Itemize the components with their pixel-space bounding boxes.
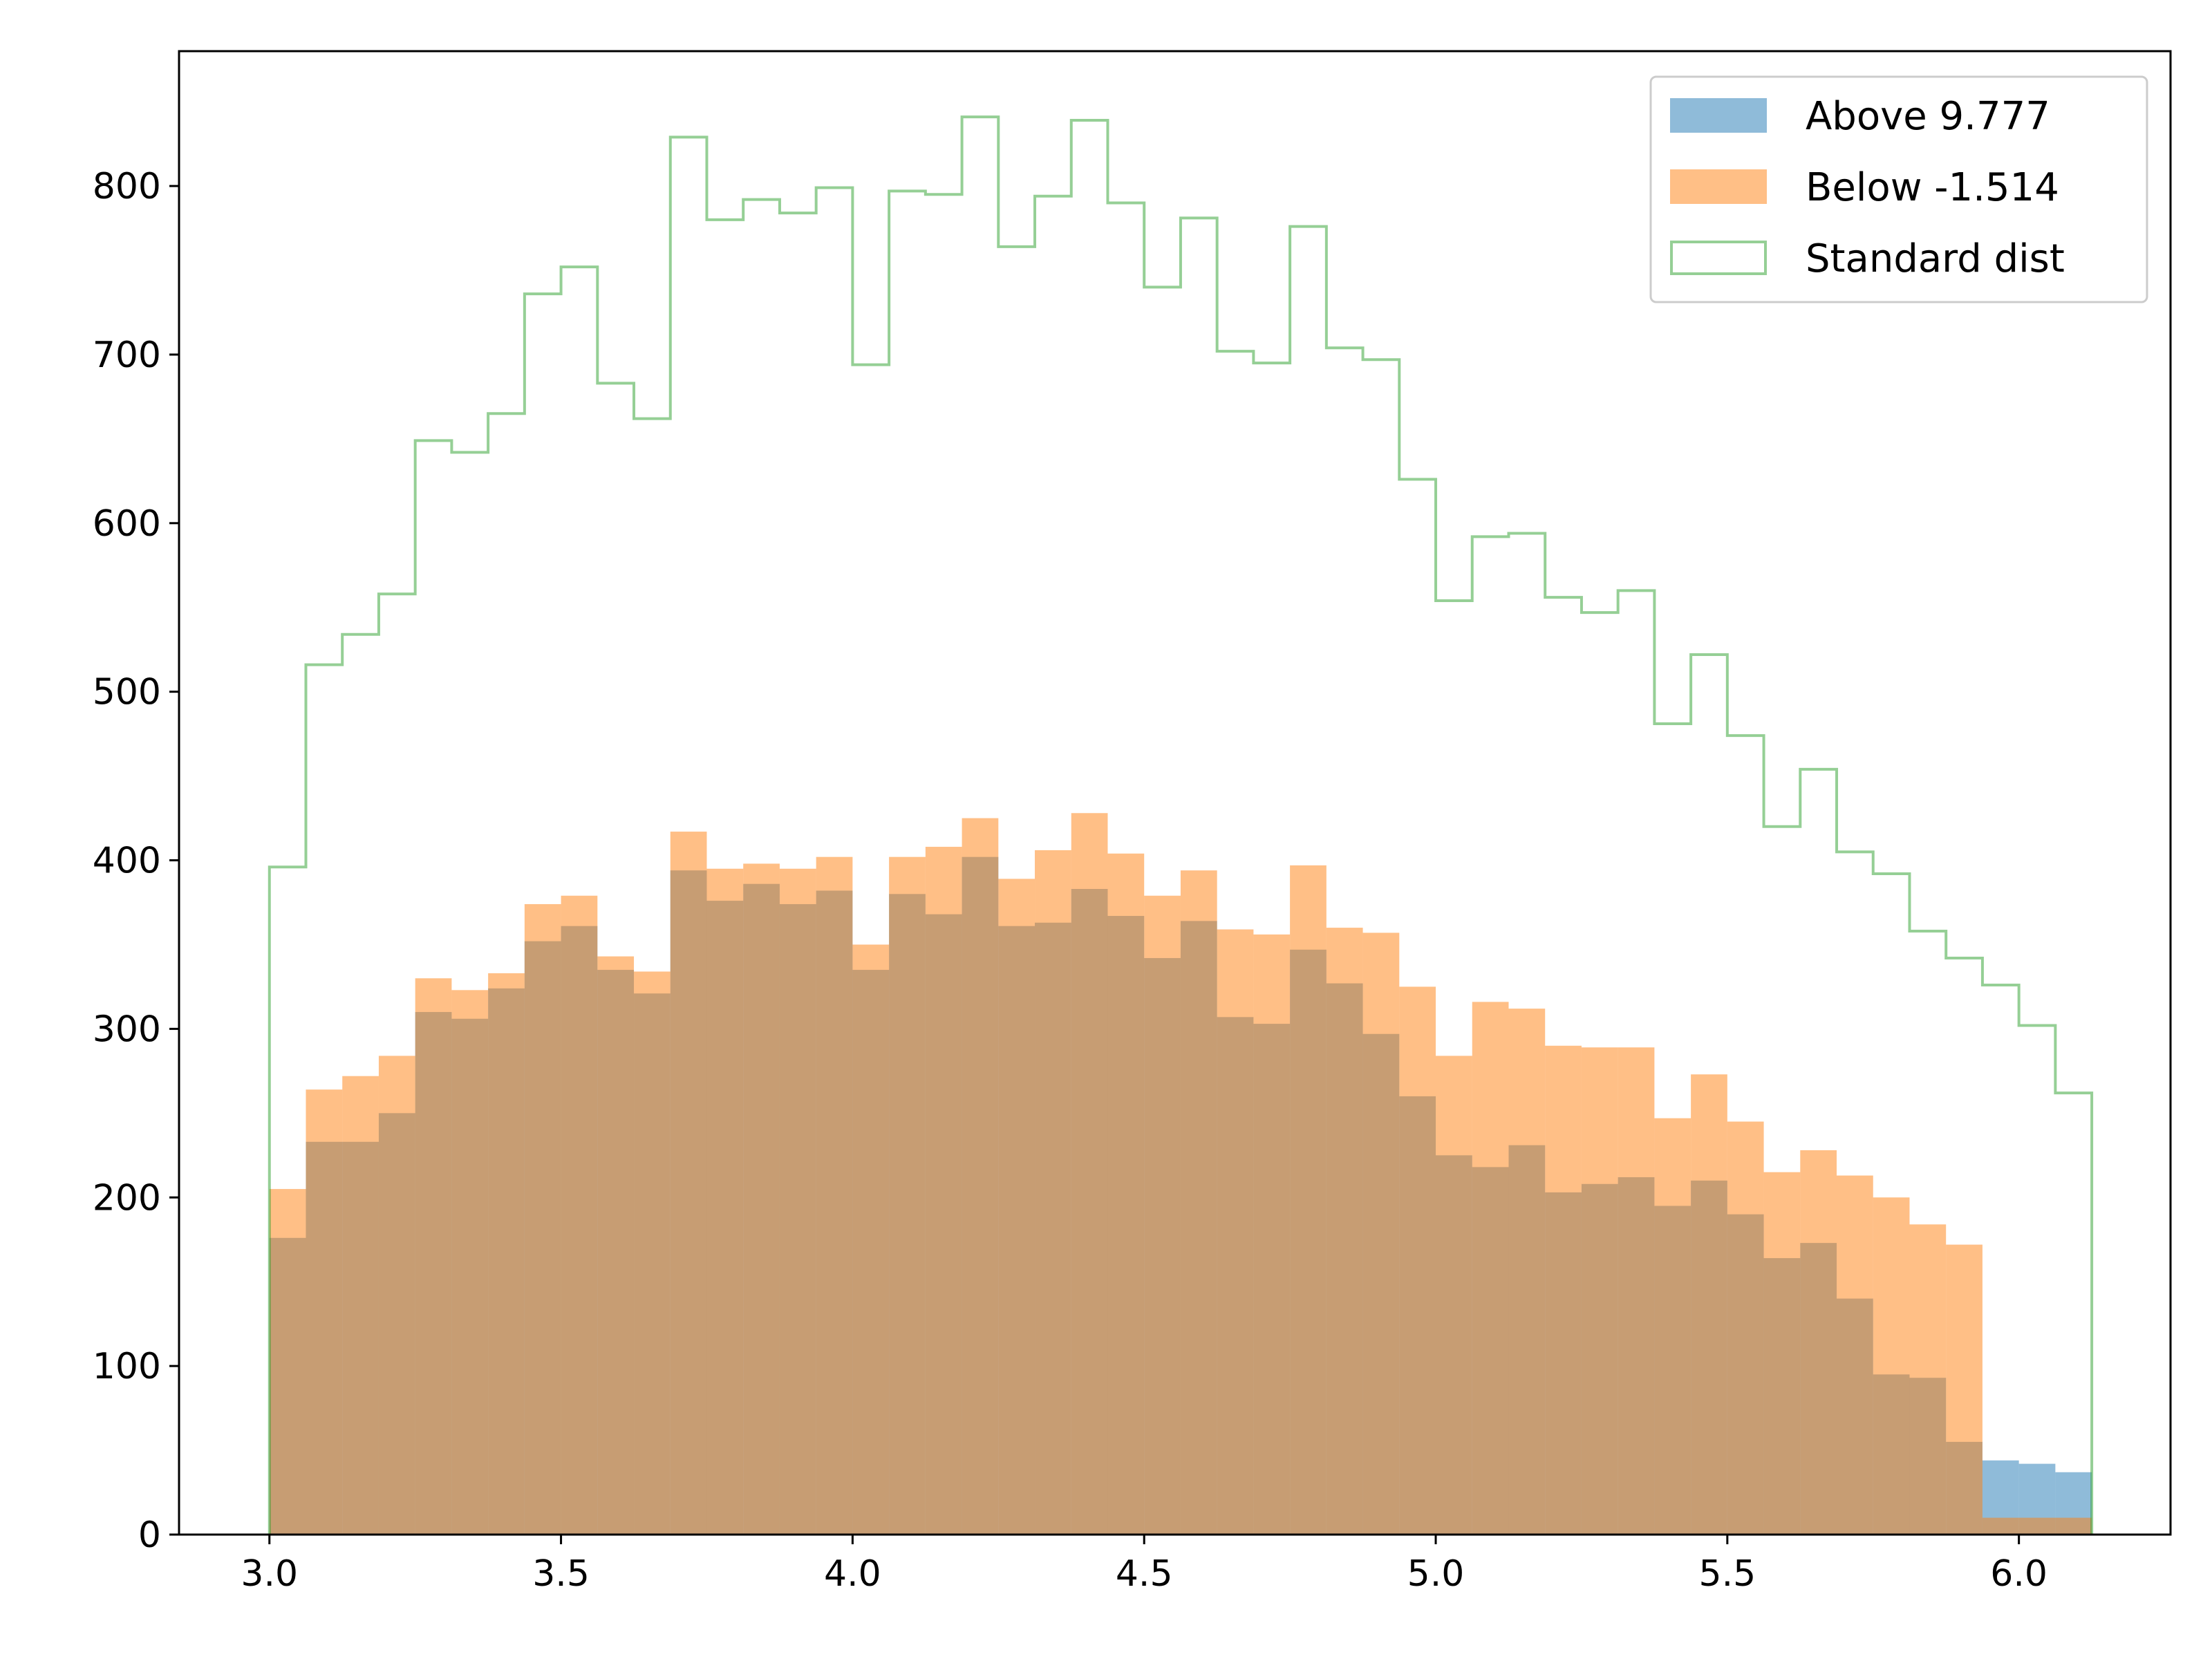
- bar-below-1-514-8: [561, 895, 598, 1535]
- legend-item-above-9-777: Above 9.777: [1670, 94, 2050, 139]
- legend-label: Above 9.777: [1806, 94, 2050, 139]
- y-tick-label: 0: [138, 1515, 161, 1556]
- bar-below-1-514-45: [1909, 1224, 1947, 1535]
- x-axis: 3.0 3.5 4.0 4.5 5.0 5.5 6.0: [241, 1535, 2047, 1595]
- bar-below-1-514-42: [1800, 1150, 1837, 1535]
- bar-below-1-514-6: [488, 973, 525, 1535]
- bar-below-1-514-19: [962, 818, 999, 1535]
- legend-swatch: [1670, 169, 1767, 204]
- bar-below-1-514-29: [1326, 928, 1363, 1535]
- bar-below-1-514-36: [1581, 1047, 1618, 1535]
- plot-frame: [178, 50, 2172, 1536]
- bar-below-1-514-12: [706, 868, 744, 1535]
- bar-below-1-514-22: [1071, 813, 1108, 1535]
- legend-swatch: [1670, 98, 1767, 133]
- legend-swatch: [1670, 241, 1767, 275]
- y-tick-label: 600: [93, 503, 161, 545]
- legend: Above 9.777 Below -1.514 Standard dist: [1649, 75, 2148, 303]
- bar-below-1-514-2: [342, 1076, 379, 1535]
- y-tick-label: 800: [93, 166, 161, 207]
- bar-below-1-514-31: [1399, 986, 1436, 1535]
- bar-below-1-514-41: [1763, 1172, 1801, 1535]
- x-tick-label: 4.0: [824, 1553, 881, 1595]
- bar-below-1-514-39: [1691, 1074, 1727, 1535]
- x-tick-label: 5.0: [1407, 1553, 1465, 1595]
- y-tick-label: 300: [93, 1009, 161, 1050]
- bar-below-1-514-3: [378, 1056, 415, 1535]
- bar-below-1-514-26: [1217, 929, 1254, 1535]
- series-layer: [268, 115, 2094, 1535]
- bar-below-1-514-47: [1982, 1517, 2019, 1535]
- bar-below-1-514-49: [2055, 1517, 2092, 1535]
- bar-below-1-514-30: [1362, 932, 1400, 1535]
- bar-below-1-514-44: [1873, 1197, 1910, 1535]
- bar-below-1-514-9: [597, 956, 635, 1535]
- x-tick-label: 3.0: [241, 1553, 298, 1595]
- series-below-1-514: [269, 813, 2092, 1535]
- bar-below-1-514-32: [1436, 1056, 1472, 1535]
- bar-below-1-514-43: [1837, 1175, 1873, 1535]
- y-axis: 0 100 200 300 400 500 600 700 800: [93, 166, 179, 1556]
- bar-below-1-514-13: [743, 863, 780, 1535]
- y-tick-label: 200: [93, 1177, 161, 1219]
- bar-below-1-514-17: [889, 856, 926, 1535]
- bar-below-1-514-24: [1144, 895, 1181, 1535]
- x-tick-label: 4.5: [1116, 1553, 1173, 1595]
- x-tick-label: 6.0: [1990, 1553, 2047, 1595]
- bar-below-1-514-15: [816, 856, 853, 1535]
- bar-below-1-514-7: [524, 903, 561, 1535]
- bar-below-1-514-16: [852, 944, 890, 1535]
- bar-below-1-514-28: [1290, 865, 1327, 1535]
- step-line-standard-dist: [268, 115, 2094, 1535]
- x-tick-label: 5.5: [1698, 1553, 1756, 1595]
- y-tick-label: 100: [93, 1346, 161, 1387]
- bar-below-1-514-40: [1727, 1121, 1764, 1535]
- legend-item-below-1-514: Below -1.514: [1670, 165, 2059, 210]
- bar-below-1-514-14: [779, 868, 816, 1535]
- bar-below-1-514-33: [1472, 1002, 1509, 1535]
- legend-item-standard-dist: Standard dist: [1670, 236, 2065, 281]
- legend-box: [1649, 75, 2148, 303]
- y-tick-label: 700: [93, 335, 161, 376]
- bar-below-1-514-18: [925, 847, 962, 1535]
- legend-label: Below -1.514: [1806, 165, 2059, 210]
- bar-below-1-514-25: [1180, 870, 1217, 1535]
- y-tick-label: 400: [93, 841, 161, 882]
- bar-below-1-514-34: [1508, 1009, 1546, 1535]
- bar-below-1-514-10: [634, 971, 671, 1535]
- bar-below-1-514-46: [1946, 1244, 1983, 1535]
- bar-below-1-514-37: [1618, 1047, 1655, 1535]
- bar-below-1-514-20: [998, 879, 1035, 1535]
- bar-below-1-514-5: [451, 990, 489, 1535]
- bar-below-1-514-35: [1545, 1045, 1582, 1535]
- bar-below-1-514-11: [670, 832, 707, 1535]
- legend-label: Standard dist: [1806, 236, 2065, 281]
- x-tick-label: 3.5: [532, 1553, 590, 1595]
- bar-below-1-514-0: [269, 1189, 306, 1535]
- bar-below-1-514-21: [1035, 850, 1071, 1535]
- bar-below-1-514-4: [415, 978, 452, 1535]
- bar-below-1-514-38: [1654, 1118, 1691, 1535]
- bar-below-1-514-23: [1107, 853, 1145, 1535]
- bar-below-1-514-1: [306, 1089, 343, 1535]
- y-tick-label: 500: [93, 672, 161, 713]
- bar-below-1-514-27: [1253, 934, 1291, 1535]
- bar-below-1-514-48: [2018, 1517, 2056, 1535]
